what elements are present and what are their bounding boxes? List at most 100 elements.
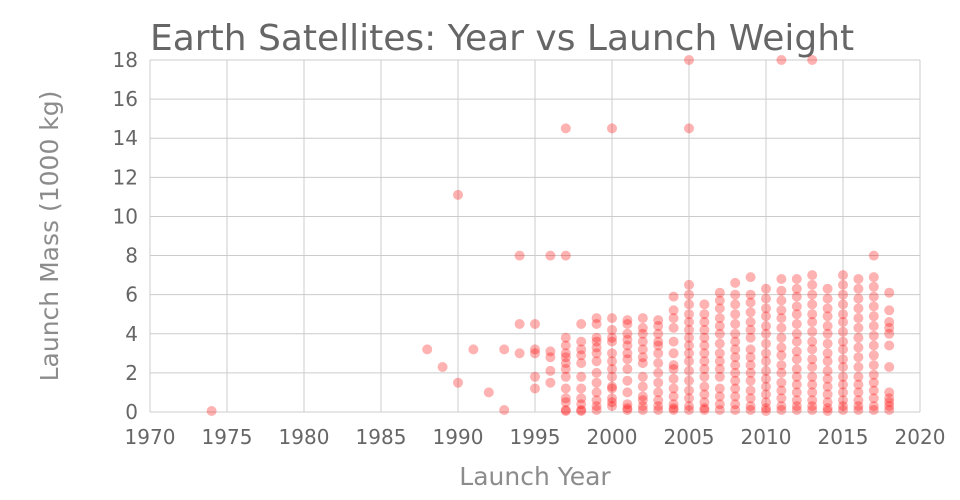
data-point: [668, 291, 679, 302]
data-point: [637, 358, 648, 369]
data-point: [514, 348, 525, 359]
data-point: [838, 336, 848, 347]
data-point: [714, 321, 725, 331]
data-point: [699, 364, 710, 374]
data-point: [684, 299, 694, 310]
data-point: [591, 405, 602, 415]
chart-title: Earth Satellites: Year vs Launch Weight: [150, 18, 854, 59]
data-point: [745, 393, 756, 404]
data-point: [560, 364, 571, 374]
data-point: [807, 401, 818, 412]
data-point: [684, 356, 694, 367]
data-point: [591, 395, 602, 406]
data-point: [699, 332, 710, 343]
data-point: [822, 381, 833, 392]
data-point: [714, 364, 725, 374]
x-tick-label: 2015: [818, 425, 869, 449]
data-point: [560, 352, 571, 363]
data-point: [560, 250, 571, 261]
data-point: [791, 319, 802, 329]
data-point: [422, 344, 433, 355]
data-point: [637, 401, 648, 412]
data-point: [884, 387, 895, 398]
data-point: [560, 332, 571, 343]
data-point: [791, 387, 802, 398]
data-point: [514, 250, 525, 261]
data-point: [822, 397, 833, 408]
y-tick-label: 6: [125, 283, 138, 307]
data-point: [853, 274, 864, 284]
data-point: [730, 399, 741, 410]
data-point: [499, 405, 510, 415]
data-point: [868, 401, 879, 412]
data-point: [668, 336, 679, 347]
data-point: [545, 365, 556, 376]
data-point: [699, 299, 710, 310]
data-point: [653, 405, 664, 415]
data-point: [653, 340, 664, 351]
data-point: [884, 393, 895, 404]
data-point: [576, 399, 587, 410]
data-point: [560, 123, 571, 134]
data-point: [776, 393, 787, 404]
y-tick-label: 4: [125, 322, 138, 346]
data-point: [684, 309, 694, 320]
data-point: [776, 274, 787, 284]
data-point: [884, 362, 895, 372]
data-point: [668, 391, 679, 402]
data-point: [622, 354, 633, 365]
data-point: [576, 336, 587, 347]
data-point: [868, 340, 879, 351]
data-point: [838, 395, 848, 406]
data-point: [576, 350, 587, 361]
data-point: [607, 348, 617, 359]
data-point: [884, 305, 895, 316]
data-point: [853, 352, 864, 363]
data-point: [714, 313, 725, 324]
data-point: [622, 334, 633, 345]
data-point: [607, 313, 617, 324]
data-point: [838, 379, 848, 390]
data-point: [761, 293, 771, 304]
data-point: [745, 401, 756, 412]
data-point: [838, 326, 848, 337]
data-point: [699, 397, 710, 408]
data-point: [853, 303, 864, 314]
data-point: [745, 367, 756, 378]
data-point: [730, 383, 741, 394]
y-axis-label: Launch Mass (1000 kg): [35, 91, 64, 382]
data-point: [576, 393, 587, 404]
gridlines: [149, 59, 921, 413]
data-point: [776, 377, 787, 388]
data-point: [791, 274, 802, 284]
data-point: [761, 348, 771, 359]
data-point: [637, 328, 648, 339]
data-point: [607, 401, 617, 412]
data-point: [684, 324, 694, 335]
data-point: [514, 319, 525, 329]
data-point: [853, 362, 864, 372]
x-tick-label: 2000: [587, 425, 638, 449]
x-tick-label: 2010: [741, 425, 792, 449]
data-point: [714, 391, 725, 402]
data-point: [807, 344, 818, 355]
data-point: [684, 348, 694, 359]
data-point: [868, 385, 879, 396]
data-point: [791, 301, 802, 312]
data-point: [699, 309, 710, 320]
data-point: [591, 332, 602, 343]
data-point: [714, 356, 725, 367]
data-point: [791, 283, 802, 294]
x-tick-label: 1970: [125, 425, 176, 449]
data-point: [807, 289, 818, 300]
x-tick-label: 2005: [664, 425, 715, 449]
data-point: [653, 387, 664, 398]
data-point: [653, 367, 664, 378]
data-point: [730, 405, 741, 415]
data-point: [868, 321, 879, 331]
data-point: [868, 369, 879, 380]
data-point: [807, 405, 818, 415]
data-point: [668, 383, 679, 394]
data-point: [560, 371, 571, 382]
data-point: [684, 340, 694, 351]
